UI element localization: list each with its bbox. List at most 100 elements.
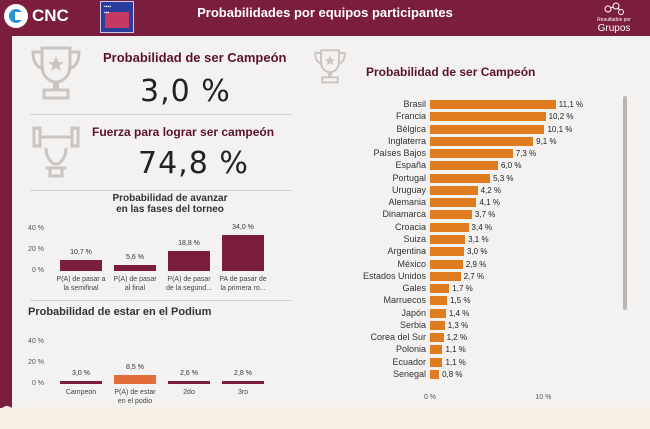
ranking-country-label: Ecuador bbox=[392, 356, 426, 367]
ranking-bar bbox=[430, 222, 469, 232]
fases-value-label: 10,7 % bbox=[70, 248, 92, 256]
header-bar: CNC ▪▪▪▪ ▪▪▪ Probabilidades por equipos p… bbox=[0, 0, 650, 36]
ranking-country-label: Uruguay bbox=[391, 184, 426, 195]
kpi-divider-2 bbox=[30, 190, 292, 191]
podium-category-line: en el podio bbox=[117, 398, 153, 405]
ranking-country-label: Suiza bbox=[403, 233, 426, 244]
fases-category-label: P(A) de pasar de la segund... bbox=[162, 275, 216, 293]
ranking-value-label: 2,7 % bbox=[463, 271, 485, 281]
ranking-bar bbox=[430, 296, 447, 306]
ranking-value-label: 6,0 % bbox=[501, 161, 522, 171]
podium-category-label: P(A) de estar en el podio bbox=[108, 388, 162, 406]
kpi-campeon-value: 3,0 % bbox=[140, 74, 231, 109]
ranking-country-label: Japón bbox=[401, 307, 426, 318]
ranking-value-label: 1,4 % bbox=[448, 308, 470, 318]
ranking-value-label: 4,1 % bbox=[479, 198, 500, 208]
ranking-bar bbox=[430, 308, 446, 318]
ranking-value-label: 1,7 % bbox=[452, 284, 473, 294]
podium-category-label: 3ro bbox=[216, 388, 270, 397]
ranking-country-label: España bbox=[395, 160, 426, 171]
cnc-logo-text: CNC bbox=[32, 6, 69, 25]
ranking-country-label: Alemania bbox=[388, 197, 426, 208]
ranking-value-label: 10,2 % bbox=[548, 112, 574, 122]
ranking-scrollbar[interactable] bbox=[623, 96, 627, 310]
kpi-divider bbox=[30, 114, 292, 115]
podium-bar bbox=[168, 381, 210, 384]
podium-axis-label: 0 % bbox=[31, 380, 44, 387]
fases-axis-label: 0 % bbox=[31, 267, 44, 274]
network-icon bbox=[604, 2, 624, 15]
ranking-bar bbox=[430, 136, 534, 146]
cnc-logo: CNC bbox=[4, 4, 69, 28]
wave-decoration bbox=[0, 406, 650, 429]
fases-category-line: la semifinal bbox=[63, 285, 99, 292]
ranking-x-tick: 10 % bbox=[535, 394, 552, 401]
ranking-bar bbox=[430, 247, 464, 257]
ranking-value-label: 4,2 % bbox=[480, 185, 502, 195]
fases-category-line: P(A) de pasar bbox=[167, 276, 211, 283]
footer-band bbox=[0, 406, 650, 429]
ranking-bar bbox=[430, 369, 440, 379]
ranking-value-label: 1,1 % bbox=[445, 345, 466, 355]
ranking-bar bbox=[430, 345, 443, 355]
strength-icon bbox=[32, 126, 80, 178]
podium-bar bbox=[222, 381, 264, 384]
fases-chart-title-line2: en las fases del torneo bbox=[116, 204, 224, 215]
page-title: Probabilidades por equipos participantes bbox=[197, 5, 453, 20]
podium-axis-label: 40 % bbox=[28, 338, 44, 345]
ranking-bar bbox=[430, 173, 491, 183]
podium-value-label: 8,5 % bbox=[126, 364, 144, 372]
kpi-fuerza-title: Fuerza para lograr ser campeón bbox=[92, 125, 275, 139]
fases-category-label: P(A) de pasar a la semifinal bbox=[54, 275, 108, 293]
podium-value-label: 2,6 % bbox=[180, 370, 198, 377]
fases-bar bbox=[114, 265, 156, 271]
cnc-logo-icon bbox=[4, 4, 28, 28]
podium-category-line: Campeon bbox=[65, 389, 97, 396]
ranking-bar bbox=[430, 185, 478, 195]
kpi-fuerza-value: 74,8 % bbox=[138, 146, 249, 181]
ranking-value-label: 1,5 % bbox=[450, 296, 471, 306]
fases-chart-title-line1: Probabilidad de avanzar bbox=[112, 193, 228, 204]
fases-category-line: P(A) de pasar bbox=[113, 276, 157, 283]
grupos-logo: Resultados por Grupos bbox=[586, 2, 642, 34]
ranking-bar bbox=[430, 259, 463, 269]
ranking-bar bbox=[430, 234, 466, 244]
grupos-logo-text: Grupos bbox=[597, 23, 631, 34]
ranking-country-label: Serbia bbox=[399, 319, 426, 330]
ranking-bar bbox=[430, 210, 472, 220]
section-divider bbox=[30, 300, 292, 301]
fases-category-label: PA de pasar de la primera ro... bbox=[216, 275, 270, 293]
ranking-bar bbox=[430, 357, 443, 367]
ranking-country-label: Gales bbox=[402, 283, 426, 294]
fases-value-label: 34,0 % bbox=[232, 224, 254, 232]
ranking-country-label: Francia bbox=[395, 111, 426, 122]
fases-chart-title: Probabilidad de avanzar en las fases del… bbox=[95, 193, 245, 215]
grupos-logo-small-text: Resultados por bbox=[597, 17, 631, 23]
ranking-country-label: Senegal bbox=[392, 368, 426, 379]
ranking-value-label: 3,0 % bbox=[467, 247, 488, 257]
ranking-country-label: México bbox=[397, 258, 426, 269]
podium-bar bbox=[60, 380, 102, 384]
podium-value-label: 2,8 % bbox=[234, 370, 252, 377]
ranking-value-label: 7,3 % bbox=[515, 149, 537, 159]
fases-axis-label: 40 % bbox=[28, 225, 44, 232]
fases-axis-label: 20 % bbox=[28, 246, 44, 253]
fases-value-label: 5,6 % bbox=[126, 254, 144, 262]
ranking-bar bbox=[430, 161, 498, 171]
podium-category-line: 2do bbox=[183, 389, 195, 396]
podium-category-line: 3ro bbox=[237, 389, 249, 396]
ranking-value-label: 11,1 % bbox=[558, 100, 584, 109]
ranking-value-label: 5,3 % bbox=[493, 173, 514, 183]
ranking-value-label: 2,9 % bbox=[465, 259, 487, 269]
ranking-value-label: 9,1 % bbox=[536, 136, 557, 146]
ranking-bar bbox=[430, 149, 513, 159]
kpi-campeon-title: Probabilidad de ser Campeón bbox=[103, 50, 287, 65]
ranking-bar bbox=[430, 333, 444, 343]
podium-axis-label: 20 % bbox=[28, 359, 44, 366]
ranking-value-label: 0,8 % bbox=[442, 369, 463, 379]
trophy-icon bbox=[31, 46, 81, 100]
ranking-country-label: Portugal bbox=[392, 172, 426, 183]
ranking-value-label: 1,3 % bbox=[447, 320, 469, 330]
ranking-country-label: Inglaterra bbox=[387, 135, 426, 146]
ranking-value-label: 1,1 % bbox=[445, 357, 466, 367]
